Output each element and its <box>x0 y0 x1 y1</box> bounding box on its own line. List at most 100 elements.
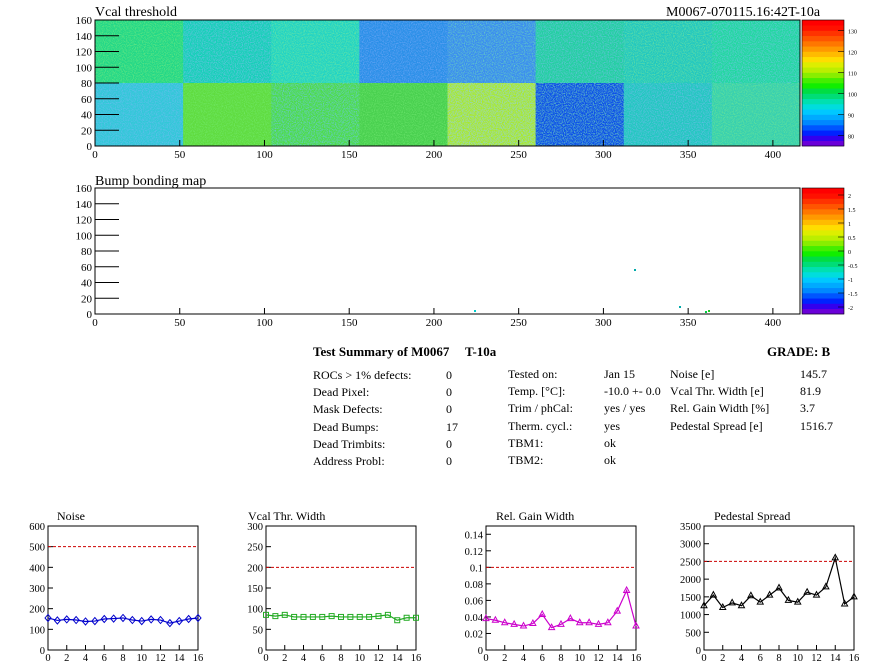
palette-label: 1.5 <box>848 208 856 214</box>
palette-cell <box>802 245 844 252</box>
data-point <box>319 613 326 620</box>
y-tick-label: 0.14 <box>465 530 484 541</box>
dead-bump <box>705 311 707 313</box>
data-point <box>63 615 71 624</box>
x-tick-label: 400 <box>765 149 782 161</box>
x-tick-label: 14 <box>392 653 403 664</box>
x-tick-label: 0 <box>45 653 50 664</box>
plot-title: Noise <box>57 509 85 523</box>
y-tick-label: 400 <box>29 563 45 574</box>
data-point <box>632 621 640 629</box>
data-point <box>394 617 401 624</box>
x-tick-label: 100 <box>256 149 273 161</box>
x-tick-label: 2 <box>282 653 287 664</box>
palette-cell <box>802 62 844 68</box>
y-tick-label: 300 <box>29 584 45 595</box>
y-tick-label: 80 <box>81 246 93 258</box>
summary-value: 145.7 <box>800 367 827 381</box>
roc-block <box>359 20 448 84</box>
summary-value: 17 <box>446 419 458 434</box>
data-point <box>700 601 708 609</box>
palette-label: 1 <box>848 222 851 228</box>
y-tick-label: 3000 <box>680 540 701 551</box>
palette-cell <box>802 114 844 121</box>
data-point <box>784 595 793 603</box>
y-tick-label: 1000 <box>680 611 701 622</box>
x-tick-label: 100 <box>256 317 273 329</box>
data-point <box>747 591 755 599</box>
palette-cell <box>802 214 844 220</box>
summary-label: Vcal Thr. Width [e] <box>670 384 764 399</box>
palette-label: 100 <box>848 93 857 99</box>
y-tick-label: 0 <box>258 646 263 657</box>
palette-label: -1 <box>848 278 853 284</box>
palette-cell <box>802 266 844 273</box>
data-point <box>291 613 298 620</box>
y-tick-label: 160 <box>76 183 93 195</box>
x-tick-label: 4 <box>83 653 89 664</box>
y-tick-label: 60 <box>81 94 93 106</box>
y-tick-label: 150 <box>247 584 263 595</box>
data-point <box>500 618 509 626</box>
palette-cell <box>802 41 844 47</box>
palette-cell <box>802 256 844 262</box>
run-id: M0067-070115.16:42T-10a <box>666 5 821 20</box>
x-tick-label: 200 <box>426 149 443 161</box>
data-point <box>109 614 118 623</box>
summary-value: 1516.7 <box>800 418 833 433</box>
y-tick-label: 0 <box>478 646 483 657</box>
palette-label: 90 <box>848 114 854 120</box>
summary-label: Dead Trimbits: <box>313 436 386 451</box>
palette-cell <box>802 277 844 283</box>
x-tick-label: 300 <box>595 317 612 329</box>
roc-block <box>447 20 537 84</box>
y-tick-label: 160 <box>76 15 93 27</box>
palette-cell <box>802 140 844 147</box>
x-tick-label: 400 <box>765 317 782 329</box>
x-tick-label: 250 <box>510 317 527 329</box>
palette-cell <box>802 83 844 89</box>
data-point <box>194 613 202 623</box>
plot-frame <box>485 525 637 651</box>
y-tick-label: 500 <box>29 543 45 554</box>
data-point <box>850 592 858 600</box>
summary-label: TBM2: <box>508 453 544 467</box>
y-tick-label: 0.08 <box>465 580 483 591</box>
summary-label: Pedestal Spread [e] <box>670 418 763 433</box>
y-tick-label: 140 <box>76 199 93 211</box>
palette-label: 80 <box>848 135 854 141</box>
x-tick-label: 8 <box>558 653 563 664</box>
data-point <box>775 583 783 591</box>
data-point <box>413 614 419 621</box>
data-point <box>338 613 344 620</box>
data-point <box>604 618 612 626</box>
palette-cell <box>802 298 844 304</box>
data-point <box>538 609 547 617</box>
data-point <box>384 611 391 618</box>
data-point <box>72 615 80 625</box>
data-point <box>718 602 727 610</box>
x-tick-label: 4 <box>521 653 527 664</box>
summary-label: Therm. cycl.: <box>508 418 573 433</box>
summary-label: Tested on: <box>508 367 558 381</box>
y-tick-label: 500 <box>685 628 701 639</box>
x-tick-label: 12 <box>155 653 166 664</box>
series-line <box>485 588 637 629</box>
x-tick-label: 0 <box>92 317 98 329</box>
summary-value: 0 <box>446 402 452 417</box>
data-point <box>184 614 193 624</box>
y-tick-label: 2500 <box>680 557 701 568</box>
summary-label: Noise [e] <box>670 367 715 381</box>
palette-cell <box>802 30 844 37</box>
y-tick-label: 120 <box>76 215 93 227</box>
y-tick-label: 40 <box>81 110 93 122</box>
palette-cell <box>802 67 844 73</box>
dead-bump <box>474 310 476 312</box>
data-point <box>622 585 631 593</box>
x-tick-label: 14 <box>174 653 185 664</box>
y-tick-label: 0.06 <box>465 596 483 607</box>
series-line <box>265 614 416 621</box>
x-tick-label: 6 <box>320 653 325 664</box>
